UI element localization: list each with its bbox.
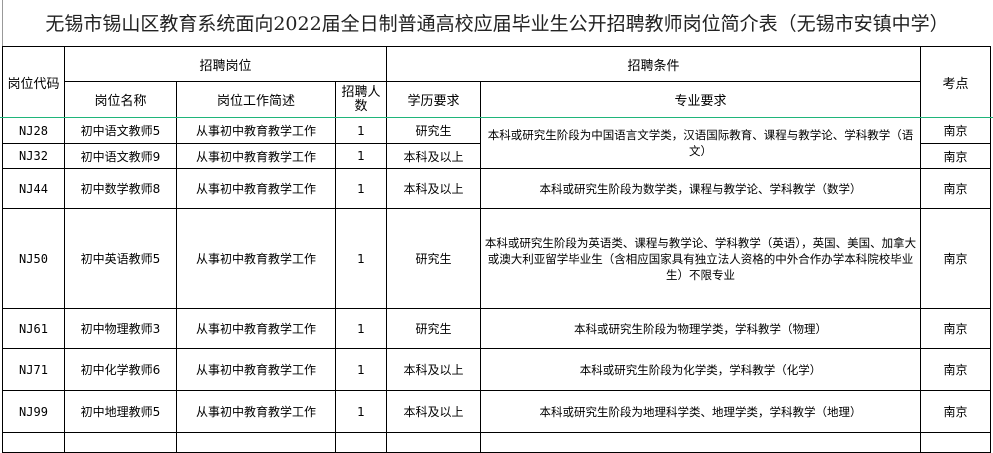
cell-education: 本科及以上 (386, 143, 481, 169)
header-conditions-group: 招聘条件 (386, 46, 921, 82)
cell-code: NJ71 (2, 348, 65, 391)
cell-site: 南京 (920, 208, 991, 309)
cell-name: 初中化学教师6 (64, 348, 177, 391)
cell-education: 研究生 (386, 208, 481, 309)
table-row: NJ99 初中地理教师5 从事初中教育教学工作 1 本科及以上 本科或研究生阶段… (2, 390, 991, 433)
cell-name: 初中语文教师5 (64, 117, 177, 144)
table-row: NJ50 初中英语教师5 从事初中教育教学工作 1 研究生 本科或研究生阶段为英… (2, 208, 991, 309)
cell-site: 南京 (920, 117, 991, 144)
table-row: NJ28 初中语文教师5 从事初中教育教学工作 1 研究生 本科或研究生阶段为中… (2, 117, 991, 169)
cell-education: 研究生 (386, 308, 481, 349)
cell-code: NJ50 (2, 208, 65, 309)
cell-code: NJ99 (2, 390, 65, 433)
header-major: 专业要求 (480, 81, 921, 118)
cell-desc: 从事初中教育教学工作 (176, 143, 336, 169)
cell-site: 南京 (920, 168, 991, 209)
cell-site: 南京 (920, 390, 991, 433)
cell-education: 本科及以上 (386, 390, 481, 433)
header-position-group: 招聘岗位 (64, 46, 387, 82)
cell-count: 1 (335, 143, 387, 169)
cell-count: 1 (335, 168, 387, 209)
cell-name: 初中语文教师9 (64, 143, 177, 169)
table-row-partial (2, 432, 991, 453)
cell-count: 1 (335, 208, 387, 309)
cell-education: 研究生 (386, 117, 481, 144)
cell-major: 本科或研究生阶段为数学类，课程与教学论、学科教学（数学） (480, 168, 921, 209)
cell-desc: 从事初中教育教学工作 (176, 117, 336, 144)
cell-site: 南京 (920, 308, 991, 349)
cell-code: NJ61 (2, 308, 65, 349)
cell-major: 本科或研究生阶段为英语类、课程与教学论、学科教学（英语），英国、美国、加拿大或澳… (480, 208, 921, 309)
table-row: NJ32 初中语文教师9 从事初中教育教学工作 1 本科及以上 南京 (2, 143, 991, 169)
cell-major: 本科或研究生阶段为化学类，学科教学（化学） (480, 348, 921, 391)
cell-code: NJ32 (2, 143, 65, 169)
cell-education: 本科及以上 (386, 348, 481, 391)
cell-count: 1 (335, 308, 387, 349)
cell-code: NJ28 (2, 117, 65, 144)
table-row: NJ71 初中化学教师6 从事初中教育教学工作 1 本科及以上 本科或研究生阶段… (2, 348, 991, 391)
freeze-pane-line (0, 117, 993, 118)
cell-site: 南京 (920, 143, 991, 169)
header-desc: 岗位工作简述 (176, 81, 336, 118)
cell-name: 初中物理教师3 (64, 308, 177, 349)
cell-name: 初中英语教师5 (64, 208, 177, 309)
cell-count: 1 (335, 390, 387, 433)
cell-desc: 从事初中教育教学工作 (176, 168, 336, 209)
header-education: 学历要求 (386, 81, 481, 118)
cell-major: 本科或研究生阶段为物理学类，学科教学（物理） (480, 308, 921, 349)
cell-desc: 从事初中教育教学工作 (176, 308, 336, 349)
cell-name: 初中地理教师5 (64, 390, 177, 433)
header-exam-site: 考点 (920, 46, 991, 118)
cell-major: 本科或研究生阶段为中国语言文学类，汉语国际教育、课程与教学论、学科教学（语文） (480, 117, 921, 169)
cell-desc: 从事初中教育教学工作 (176, 348, 336, 391)
cell-count: 1 (335, 348, 387, 391)
cell-count: 1 (335, 117, 387, 144)
cell-site: 南京 (920, 348, 991, 391)
positions-table: 岗位代码 招聘岗位 招聘条件 考点 岗位名称 岗位工作简述 招聘人数 学历要求 … (2, 46, 991, 453)
sheet-title: 无锡市锡山区教育系统面向2022届全日制普通高校应届毕业生公开招聘教师岗位简介表… (2, 0, 991, 46)
cell-name: 初中数学教师8 (64, 168, 177, 209)
cell-education: 本科及以上 (386, 168, 481, 209)
header-count: 招聘人数 (335, 81, 387, 118)
cell-desc: 从事初中教育教学工作 (176, 390, 336, 433)
cell-desc: 从事初中教育教学工作 (176, 208, 336, 309)
table-row: NJ44 初中数学教师8 从事初中教育教学工作 1 本科及以上 本科或研究生阶段… (2, 168, 991, 209)
cell-code: NJ44 (2, 168, 65, 209)
header-name: 岗位名称 (64, 81, 177, 118)
header-code: 岗位代码 (2, 46, 65, 118)
cell-major: 本科或研究生阶段为地理科学类、地理学类，学科教学（地理） (480, 390, 921, 433)
table-row: NJ61 初中物理教师3 从事初中教育教学工作 1 研究生 本科或研究生阶段为物… (2, 308, 991, 349)
